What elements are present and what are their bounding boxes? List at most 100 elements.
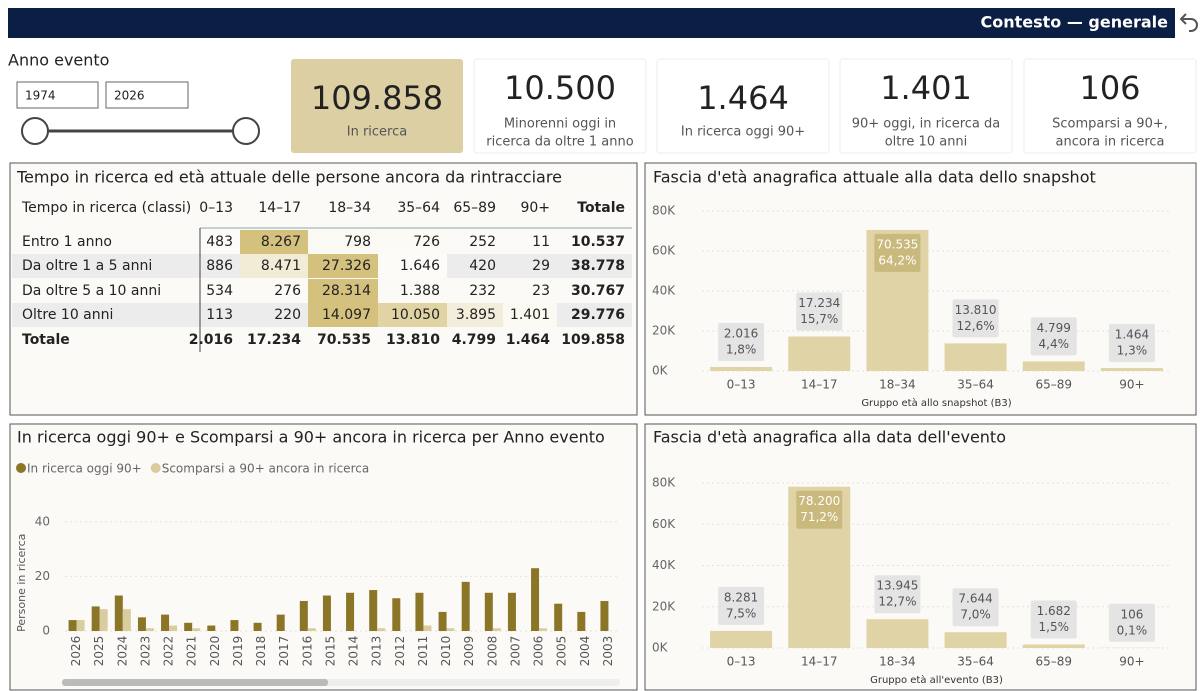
- x-tick-label: 35–64: [957, 378, 994, 392]
- kpi-card: [473, 58, 647, 154]
- value-label: 78.200: [798, 494, 840, 508]
- label-box: [1108, 324, 1155, 363]
- x-tick-label: 2026: [69, 636, 83, 667]
- table-cell: 1.646: [400, 258, 440, 274]
- table-cell: 29: [532, 258, 550, 274]
- x-tick-label: 2006: [532, 636, 546, 667]
- bar: [169, 625, 178, 631]
- kpi-label: ricerca da oltre 1 anno: [486, 135, 633, 150]
- y-tick-label: 20K: [652, 324, 676, 338]
- table-cell: 38.778: [571, 258, 625, 274]
- label-box: [874, 233, 921, 272]
- panel: [9, 423, 638, 691]
- percent-label: 1,5%: [1039, 620, 1070, 634]
- kpi-value: 1.401: [880, 69, 972, 107]
- table-cell: 14.097: [322, 307, 371, 323]
- table-cell: 798: [344, 234, 371, 250]
- percent-label: 1,3%: [1117, 344, 1148, 358]
- y-tick-label: 80K: [652, 204, 676, 218]
- chart-title: Fascia d'età anagrafica attuale alla dat…: [653, 168, 1096, 187]
- x-tick-label: 2022: [162, 636, 176, 667]
- percent-label: 7,5%: [726, 606, 757, 620]
- kpi-label: Scomparsi a 90+,: [1052, 117, 1168, 132]
- percent-label: 0,1%: [1117, 623, 1148, 637]
- column-header: Tempo in ricerca (classi): [21, 200, 191, 216]
- x-tick-label: 0–13: [727, 378, 756, 392]
- x-tick-label: 18–34: [879, 378, 916, 392]
- slider-handle[interactable]: [232, 117, 260, 145]
- x-tick-label: 2023: [138, 636, 152, 667]
- heat-cell: [378, 303, 447, 327]
- bar: [423, 625, 432, 631]
- percent-label: 15,7%: [800, 312, 838, 326]
- legend-label: In ricerca oggi 90+: [27, 462, 142, 476]
- table-cell: 1.388: [400, 283, 440, 299]
- from-input[interactable]: [16, 81, 99, 109]
- x-tick-label: 2011: [416, 636, 430, 667]
- slider-handle[interactable]: [21, 117, 49, 145]
- back-button[interactable]: [1176, 8, 1203, 38]
- heat-cell: [200, 230, 240, 254]
- header-title: Contesto — generale: [981, 13, 1169, 32]
- table-cell: 220: [274, 307, 301, 323]
- x-tick-label: 2014: [347, 636, 361, 667]
- heat-cell: [240, 230, 308, 254]
- column-header: 35–64: [397, 200, 440, 216]
- kpi-label: In ricerca oggi 90+: [681, 125, 805, 140]
- bar: [253, 622, 262, 631]
- table-cell: 29.776: [571, 307, 625, 323]
- bar: [145, 628, 154, 631]
- column-header: 65–89: [453, 200, 496, 216]
- legend-label: Scomparsi a 90+ ancora in ricerca: [162, 462, 369, 476]
- kpi-label: 90+ oggi, in ricerca da: [852, 117, 1001, 132]
- value-label: 13.810: [955, 303, 997, 317]
- bar: [484, 592, 493, 631]
- x-tick-label: 0–13: [727, 655, 756, 669]
- y-tick-label: 20: [35, 569, 50, 583]
- bar: [1022, 644, 1085, 648]
- table-cell: 534: [206, 283, 233, 299]
- percent-label: 12,7%: [878, 595, 916, 609]
- label-box: [952, 588, 999, 627]
- percent-label: 12,6%: [957, 319, 995, 333]
- x-tick-label: 2020: [208, 636, 222, 667]
- table-cell: 10.050: [391, 307, 440, 323]
- bar: [122, 609, 131, 631]
- kpi-card: [839, 58, 1013, 154]
- total-cell: 4.799: [452, 332, 496, 348]
- heat-cell: [503, 303, 557, 327]
- bar: [507, 592, 516, 631]
- heat-cell: [308, 279, 378, 303]
- heat-cell: [308, 254, 378, 278]
- table-cell: 11: [532, 234, 550, 250]
- x-tick-label: 90+: [1119, 378, 1144, 392]
- total-cell: 109.858: [561, 332, 625, 348]
- x-tick-label: 2012: [393, 636, 407, 667]
- bar: [539, 628, 548, 631]
- to-input[interactable]: [105, 81, 189, 109]
- x-tick-label: 2005: [555, 636, 569, 667]
- x-tick-label: 35–64: [957, 655, 994, 669]
- y-tick-label: 80K: [652, 476, 676, 490]
- table-cell: 232: [469, 283, 496, 299]
- y-tick-label: 0K: [652, 364, 669, 378]
- value-label: 13.945: [876, 579, 918, 593]
- bar: [415, 592, 424, 631]
- value-label: 7.644: [958, 592, 992, 606]
- bar: [944, 343, 1007, 371]
- bar: [392, 598, 401, 631]
- table-cell: 23: [532, 283, 550, 299]
- total-cell: Totale: [22, 332, 70, 348]
- percent-label: 4,4%: [1039, 337, 1070, 351]
- bar: [492, 628, 501, 631]
- bar: [207, 625, 216, 631]
- x-tick-label: 2015: [323, 636, 337, 667]
- bar: [322, 595, 331, 631]
- y-axis-label: Persone in ricerca: [15, 534, 28, 632]
- x-tick-label: 2017: [277, 636, 291, 667]
- scrollbar-thumb[interactable]: [62, 679, 328, 686]
- heat-cell: [308, 230, 378, 254]
- x-tick-label: 2007: [508, 636, 522, 667]
- label-box: [718, 586, 765, 625]
